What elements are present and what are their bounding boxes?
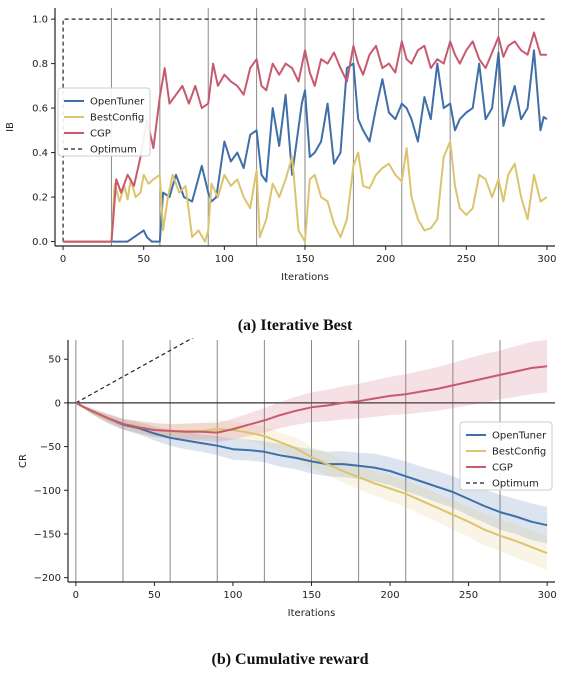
legend-box [57,87,151,157]
series-line-opentuner [75,402,548,527]
series-line-opentuner [63,49,548,243]
x-tick-label-100: 100 [215,254,234,265]
y-tick-label-2: 0.4 [32,148,48,159]
y-tick-label-2: −50 [40,442,61,453]
y-axis-label: CR [18,454,29,468]
y-tick-label-1: 0.2 [32,193,48,204]
x-tick-label-250: 250 [459,590,478,601]
series-line-cgp [63,31,547,243]
y-tick-label-3: 0.6 [32,104,48,115]
y-tick-label-5: −200 [34,573,61,584]
x-tick-label-50: 50 [148,590,161,601]
x-tick-label-300: 300 [538,590,557,601]
y-tick-label-0: 50 [48,355,61,366]
x-tick-label-150: 150 [295,254,314,265]
x-tick-label-250: 250 [457,254,476,265]
x-tick-label-150: 150 [302,590,321,601]
legend-label-cgp: CGP [90,129,111,140]
band-cgp [75,340,548,443]
legend-label-bestconfig: BestConfig [90,113,144,124]
y-tick-label-4: 0.8 [32,59,48,70]
y-tick-label-5: 1.0 [32,15,48,26]
legend-label-optimum: Optimum [90,145,137,156]
band-opentuner [75,402,548,544]
x-tick-label-200: 200 [376,254,395,265]
series-line-optimum [75,338,194,404]
legend-label-opentuner: OpenTuner [90,97,145,108]
legend-label-opentuner: OpenTuner [492,431,547,442]
x-tick-label-0: 0 [73,590,79,601]
caption-cumulative-reward: (b) Cumulative reward [211,651,368,668]
legend-label-bestconfig: BestConfig [492,447,546,458]
plot-area [75,338,548,571]
legend: OpenTuner BestConfig CGP Optimum [459,421,553,491]
caption-iterative-best: (a) Iterative Best [238,317,353,334]
series-line-bestconfig [63,140,548,243]
x-axis-label: Iterations [288,608,336,619]
legend-label-optimum: Optimum [492,479,539,490]
legend: OpenTuner BestConfig CGP Optimum [57,87,151,157]
series-line-optimum [62,18,547,242]
plot-area [62,18,548,243]
x-tick-label-100: 100 [223,590,242,601]
x-tick-label-50: 50 [137,254,150,265]
chart-cumulative-reward: 0 50 100 150 200 250 300 50 0 −50 −100 −150 −200 Iter… [18,338,557,619]
y-tick-label-3: −100 [34,486,61,497]
x-tick-label-300: 300 [537,254,556,265]
legend-box [459,421,553,491]
y-tick-label-4: −150 [34,529,61,540]
y-tick-label-1: 0 [55,398,61,409]
y-tick-label-0: 0.0 [32,237,48,248]
chart-iterative-best: 0 50 100 150 200 250 300 0.0 0.2 0.4 0.6 0.8 1.0 Iter… [5,8,556,283]
x-tick-label-0: 0 [60,254,66,265]
x-axis-label: Iterations [281,272,329,283]
legend-label-cgp: CGP [492,463,513,474]
y-axis-label: IB [5,122,16,132]
x-tick-label-200: 200 [381,590,400,601]
band-bestconfig [75,402,548,571]
series-line-cgp [75,365,548,434]
